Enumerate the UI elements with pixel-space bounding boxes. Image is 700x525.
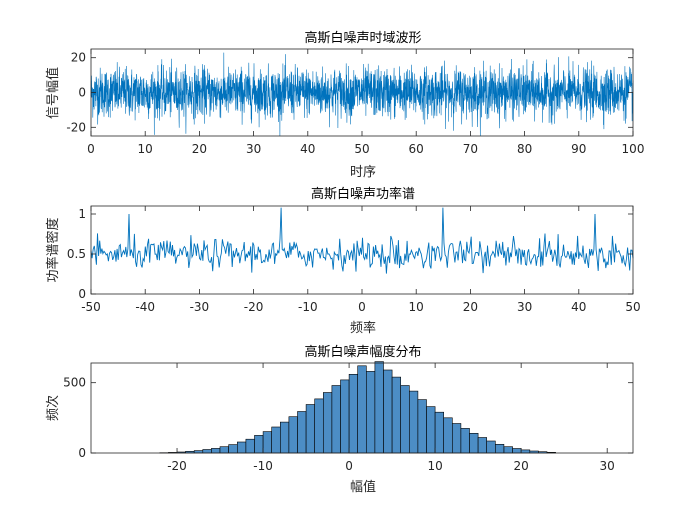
psd-x-tick: 30: [517, 300, 532, 314]
histogram-bar: [443, 417, 453, 454]
time-x-tick: 0: [87, 142, 95, 156]
psd-series-line: [90, 207, 634, 274]
histogram-bar: [211, 448, 221, 454]
psd-x-tick: 50: [625, 300, 640, 314]
histogram-bar: [391, 376, 402, 454]
psd-xlabel: 频率: [350, 320, 376, 336]
histogram-x-ticks: -20 -10 0 10 20 30: [167, 363, 615, 473]
histogram-bar: [331, 385, 341, 454]
histogram-bar: [365, 371, 376, 454]
time-domain-ylabel: 信号幅值: [45, 67, 61, 119]
time-domain-y-ticks: -20 0 20: [66, 51, 633, 134]
time-x-tick: 90: [571, 142, 586, 156]
histogram-bar: [469, 432, 479, 454]
histogram-bar: [477, 437, 488, 454]
psd-x-tick: 20: [463, 300, 478, 314]
hist-x-tick: 30: [600, 459, 615, 473]
time-y-tick: -20: [66, 120, 86, 134]
psd-ylabel: 功率谱密度: [45, 217, 61, 282]
histogram-bar: [451, 423, 462, 454]
time-x-tick: 100: [622, 142, 645, 156]
psd-x-tick: 10: [409, 300, 424, 314]
histogram-bar: [340, 379, 350, 454]
histogram-bar: [503, 446, 513, 454]
histogram-bar: [305, 404, 316, 454]
histogram-bar: [494, 443, 505, 454]
histogram-bar: [322, 392, 333, 454]
histogram-bar: [254, 435, 264, 454]
histogram-bar: [357, 365, 367, 454]
histogram-bar: [434, 411, 445, 454]
time-domain-series-line: [90, 52, 634, 137]
psd-x-tick: 40: [571, 300, 586, 314]
histogram-bar: [219, 446, 229, 454]
histogram-bar: [228, 444, 238, 454]
hist-y-tick: 0: [78, 446, 86, 460]
histogram-axes-box: [90, 362, 634, 454]
histogram-bar: [237, 441, 247, 454]
time-y-tick: 0: [78, 86, 86, 100]
histogram-bar: [262, 431, 273, 454]
subplot-power-spectrum: 高斯白噪声功率谱 -50 -40 -30 -20 -10 0 10 20 30 …: [45, 186, 641, 336]
time-x-tick: 40: [300, 142, 315, 156]
histogram-ylabel: 频次: [45, 395, 61, 421]
histogram-bar: [460, 428, 470, 454]
time-x-tick: 50: [354, 142, 369, 156]
histogram-bar: [486, 440, 496, 454]
time-x-tick: 10: [138, 142, 153, 156]
histogram-bar: [520, 449, 531, 454]
histogram-bar: [245, 438, 255, 454]
histogram-xlabel: 幅值: [350, 479, 376, 495]
histogram-bar: [512, 448, 522, 454]
time-x-tick: 30: [246, 142, 261, 156]
histogram-bar: [348, 373, 359, 454]
psd-x-tick: -50: [81, 300, 101, 314]
hist-x-tick: 20: [514, 459, 529, 473]
histogram-bar: [271, 426, 281, 454]
histogram-title: 高斯白噪声幅度分布: [304, 344, 421, 360]
histogram-bar: [288, 416, 298, 454]
hist-x-tick: 0: [345, 459, 353, 473]
subplot-time-domain: 高斯白噪声时域波形 0 10 20 30 40 50 60 70 80 90 1…: [45, 30, 644, 180]
time-x-tick: 60: [409, 142, 424, 156]
time-x-tick: 20: [192, 142, 207, 156]
hist-x-tick: -20: [167, 459, 187, 473]
psd-x-tick: 0: [358, 300, 366, 314]
psd-x-tick: -30: [190, 300, 210, 314]
psd-x-tick: -10: [298, 300, 318, 314]
histogram-bar: [408, 390, 419, 454]
psd-title: 高斯白噪声功率谱: [311, 186, 415, 202]
time-domain-xlabel: 时序: [350, 165, 376, 180]
psd-y-tick: 0.5: [67, 247, 86, 261]
hist-y-tick: 500: [63, 376, 86, 390]
psd-x-tick: -40: [135, 300, 155, 314]
histogram-bar: [374, 361, 384, 454]
histogram-bar: [279, 421, 290, 454]
histogram-bar: [383, 369, 393, 454]
time-x-tick: 70: [463, 142, 478, 156]
histogram-bar: [314, 398, 324, 454]
histogram-bar: [400, 385, 410, 454]
time-domain-x-ticks: 0 10 20 30 40 50 60 70 80 90 100: [87, 49, 644, 156]
histogram-bar: [417, 399, 427, 454]
histogram-bars: [159, 361, 556, 454]
histogram-bar: [202, 449, 212, 454]
psd-y-ticks: 0 0.5 1: [67, 207, 633, 301]
histogram-bar: [297, 411, 307, 454]
psd-x-ticks: -50 -40 -30 -20 -10 0 10 20 30 40 50: [81, 206, 641, 314]
histogram-bar: [426, 406, 436, 454]
time-y-tick: 20: [71, 51, 86, 65]
time-x-tick: 80: [517, 142, 532, 156]
hist-x-tick: 10: [427, 459, 442, 473]
hist-x-tick: -10: [253, 459, 273, 473]
psd-y-tick: 0: [78, 287, 86, 301]
histogram-y-ticks: 0 500: [63, 376, 633, 460]
time-domain-title: 高斯白噪声时域波形: [304, 30, 421, 46]
psd-x-tick: -20: [244, 300, 264, 314]
psd-y-tick: 1: [78, 207, 86, 221]
subplot-histogram: 高斯白噪声幅度分布 -20 -10 0 10 20 30 0 500 幅值 频次: [45, 344, 634, 495]
